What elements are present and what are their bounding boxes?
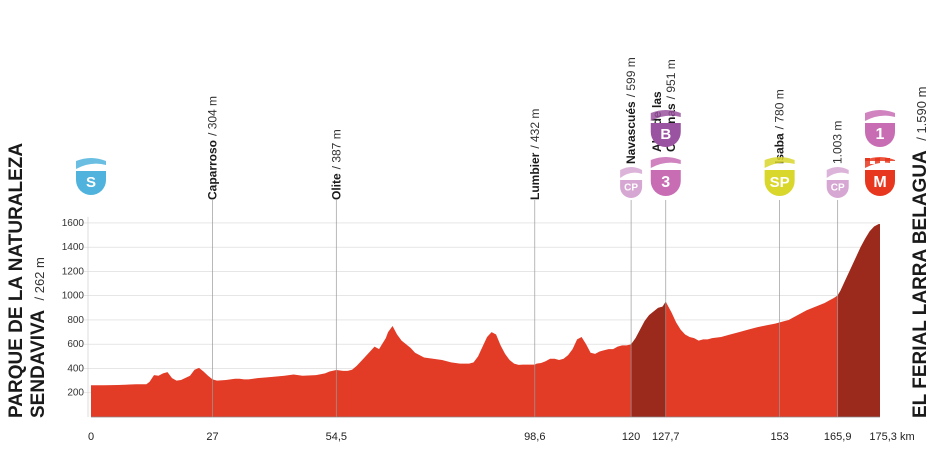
waypoint-altitude: / 951 m [664, 59, 678, 99]
badge-body [764, 170, 795, 197]
badge-flag [76, 158, 106, 169]
badge-flag [650, 157, 681, 168]
y-tick-label: 1600 [62, 218, 85, 229]
badge-flag [826, 167, 849, 178]
x-tick-label: 27 [206, 431, 218, 443]
x-tick-label: 165,9 [824, 431, 852, 443]
badge-checker [890, 161, 895, 164]
badge-checker [885, 158, 890, 161]
badge-body [826, 180, 849, 198]
badge-label: M [873, 174, 886, 191]
x-tick-label: 54,5 [326, 431, 347, 443]
waypoint-name: Caparroso [206, 140, 220, 200]
category-1-badge: 1 [865, 110, 895, 147]
cp-badge: CP [620, 167, 643, 198]
waypoint-label: Lumbier / 432 m [528, 109, 542, 200]
start-label-2: SENDAVIVA / 262 m [28, 257, 49, 418]
waypoint-altitude: / 432 m [528, 109, 542, 149]
waypoint-altitude: / 780 m [773, 89, 787, 129]
x-tick-label: 127,7 [652, 431, 680, 443]
badge-label: SP [770, 174, 790, 191]
badge-label: S [86, 174, 96, 191]
start-name-line1: PARQUE DE LA NATURALEZA [6, 143, 27, 418]
waypoint-label-text: 1.003 m [831, 121, 845, 164]
waypoint-label-text: Navascués / 599 m [624, 57, 638, 164]
badge-flag [650, 110, 681, 121]
y-tick-label: 1400 [62, 242, 85, 253]
waypoint-altitude: / 387 m [329, 129, 343, 169]
badge-label: 3 [661, 174, 670, 191]
waypoint-label: Isaba / 780 m [773, 89, 787, 164]
badge-body [650, 123, 681, 147]
waypoint-altitude: 1.003 m [831, 121, 845, 164]
x-axis: 0 27 54,5 98,6 120 127,7 153 165,9 175,3 km [88, 416, 915, 443]
sprint-badge: SP [764, 157, 795, 197]
start-label: PARQUE DE LA NATURALEZA [6, 143, 27, 418]
waypoint-label-text: Lumbier / 432 m [528, 109, 542, 200]
waypoint-label: Olite / 387 m [329, 129, 343, 200]
start-name-line2-group: SENDAVIVA / 262 m [28, 257, 49, 418]
x-tick-label: 120 [622, 431, 640, 443]
waypoint-name: Olite [329, 173, 343, 200]
start-name-line2: SENDAVIVA [28, 310, 49, 418]
elevation-profile [91, 224, 880, 417]
badge-body [620, 180, 643, 198]
bonus-badge: B [650, 110, 681, 147]
waypoint-altitude: / 304 m [206, 96, 220, 136]
x-tick-label: 0 [88, 431, 94, 443]
climb-section [631, 301, 666, 417]
finish-altitude: / 1.590 m [914, 87, 929, 141]
start-badge: S [76, 158, 106, 195]
finish-name: EL FERIAL LARRA BELAGUA [910, 150, 931, 418]
x-tick-label: 98,6 [524, 431, 545, 443]
start-altitude: / 262 m [32, 257, 47, 300]
cp-badge: CP [826, 167, 849, 198]
finish-badge: M [865, 157, 895, 196]
category-3-badge: 3 [650, 157, 681, 197]
badge-label: CP [831, 183, 845, 194]
x-tick-label: 175,3 km [869, 431, 914, 443]
finish-label: EL FERIAL LARRA BELAGUA / 1.590 m [910, 87, 931, 418]
badge-body [865, 123, 895, 147]
y-tick-label: 600 [67, 339, 84, 350]
waypoint-label-text: Olite / 387 m [329, 129, 343, 200]
waypoint-name: Isaba [773, 133, 787, 164]
waypoint-name: Navascués [624, 101, 638, 164]
badge-body [865, 170, 895, 196]
x-tick-label: 153 [770, 431, 788, 443]
badge-label: B [660, 126, 671, 143]
badge-label: 1 [876, 126, 885, 143]
y-tick-label: 1200 [62, 266, 85, 277]
badge-body [76, 171, 106, 195]
waypoint-label-text: Isaba / 780 m [773, 89, 787, 164]
climb-section [837, 224, 880, 417]
badge-flag [865, 110, 895, 121]
y-tick-label: 400 [67, 363, 84, 374]
finish-name-group: EL FERIAL LARRA BELAGUA / 1.590 m [910, 87, 931, 418]
y-tick-label: 800 [67, 315, 84, 326]
waypoint-name: Lumbier [528, 152, 542, 200]
badge-flag [620, 167, 643, 178]
waypoint-label-text: Caparroso / 304 m [206, 96, 220, 200]
badge-checker [865, 158, 870, 161]
y-tick-label: 1000 [62, 291, 85, 302]
y-gridlines [84, 222, 880, 394]
badge-checker [875, 158, 880, 161]
y-axis: 200 400 600 800 1000 1200 1400 1600 [62, 216, 89, 417]
y-tick-label: 200 [67, 388, 84, 399]
badge-body [650, 170, 681, 197]
waypoint-labels: Caparroso / 304 m Olite / 387 m Lumbier / 432… [206, 57, 845, 200]
waypoint-label: 1.003 m [831, 121, 845, 164]
badge-label: CP [624, 183, 638, 194]
waypoint-altitude: / 599 m [624, 57, 638, 97]
waypoint-label: Caparroso / 304 m [206, 96, 220, 200]
badge-checker [870, 161, 875, 164]
waypoint-lines [212, 200, 839, 417]
badge-flag [764, 157, 795, 168]
waypoint-label: Navascués / 599 m [624, 57, 638, 164]
profile-area [91, 224, 880, 417]
badge-checker [880, 161, 885, 164]
waypoint-badges: S CP 3 B SP CP M 1 [76, 110, 895, 198]
